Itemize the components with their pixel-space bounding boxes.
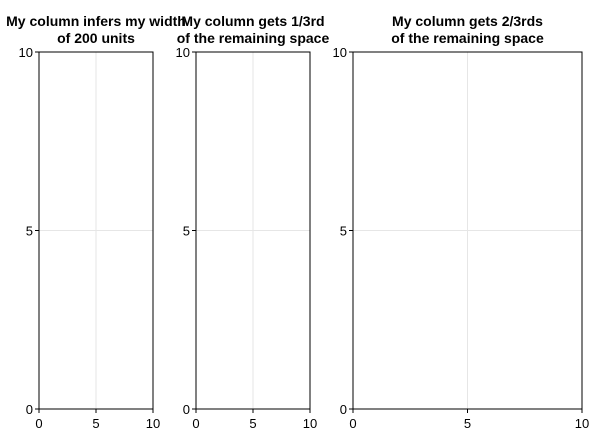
y-tick-label: 0 (26, 402, 33, 417)
y-tick-label: 0 (340, 402, 347, 417)
y-tick-label: 5 (26, 224, 33, 239)
chart-title-line: of 200 units (57, 30, 135, 46)
y-tick-label: 5 (183, 224, 190, 239)
x-tick-label: 0 (192, 416, 199, 431)
chart-title-line: of the remaining space (177, 30, 330, 46)
x-tick-label: 5 (92, 416, 99, 431)
x-tick-label: 0 (35, 416, 42, 431)
chart-title-line: of the remaining space (391, 30, 544, 46)
x-tick-label: 5 (464, 416, 471, 431)
x-tick-label: 10 (146, 416, 160, 431)
y-tick-label: 0 (183, 402, 190, 417)
y-tick-label: 10 (176, 45, 190, 60)
chart-title-line: My column gets 1/3rd (181, 13, 324, 29)
y-tick-label: 10 (333, 45, 347, 60)
y-tick-label: 10 (19, 45, 33, 60)
x-tick-label: 10 (575, 416, 589, 431)
chart-title-line: My column infers my width (6, 13, 186, 29)
x-tick-label: 10 (303, 416, 317, 431)
x-tick-label: 5 (249, 416, 256, 431)
x-tick-label: 0 (349, 416, 356, 431)
chart-title-line: My column gets 2/3rds (392, 13, 543, 29)
y-tick-label: 5 (340, 224, 347, 239)
